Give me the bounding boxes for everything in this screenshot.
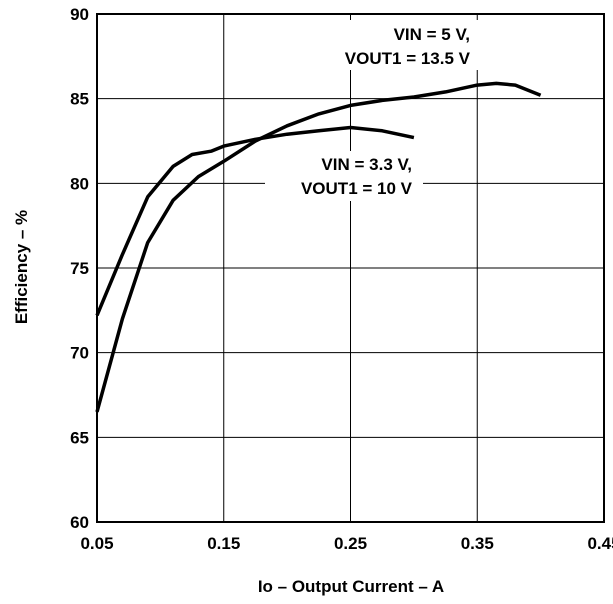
x-axis-label: Io – Output Current – A — [258, 577, 444, 596]
y-tick-label: 80 — [70, 174, 89, 193]
x-tick-label: 0.25 — [334, 534, 367, 553]
y-tick-label: 60 — [70, 513, 89, 532]
annotation-background — [340, 20, 522, 70]
annotation-background — [265, 151, 423, 201]
series-annotation-1: VIN = 3.3 V, VOUT1 = 10 V — [265, 151, 423, 201]
x-tick-labels: 0.05 0.15 0.25 0.35 0.45 — [80, 534, 613, 553]
series-annotation-2: VIN = 5 V, VOUT1 = 13.5 V — [340, 20, 522, 70]
x-tick-label: 0.15 — [207, 534, 240, 553]
x-tick-label: 0.45 — [587, 534, 613, 553]
y-tick-label: 85 — [70, 90, 89, 109]
y-tick-label: 70 — [70, 344, 89, 363]
y-tick-labels: 60 65 70 75 80 85 90 — [70, 5, 89, 532]
annotation-line: VOUT1 = 13.5 V — [345, 49, 471, 68]
curves — [95, 81, 542, 413]
x-tick-label: 0.05 — [80, 534, 113, 553]
y-axis-label: Efficiency – % — [12, 210, 31, 324]
y-tick-label: 90 — [70, 5, 89, 24]
series-annotations: VIN = 3.3 V, VOUT1 = 10 V VIN = 5 V, VOUT1 … — [265, 20, 522, 201]
y-tick-label: 65 — [70, 428, 89, 447]
series-line-1 — [95, 125, 415, 317]
y-tick-label: 75 — [70, 259, 89, 278]
annotation-line: VIN = 5 V, — [394, 25, 470, 44]
series-line-2 — [95, 81, 542, 413]
annotation-line: VIN = 3.3 V, — [321, 155, 412, 174]
x-tick-label: 0.35 — [461, 534, 494, 553]
plot-frame — [96, 13, 605, 523]
annotation-line: VOUT1 = 10 V — [301, 179, 413, 198]
